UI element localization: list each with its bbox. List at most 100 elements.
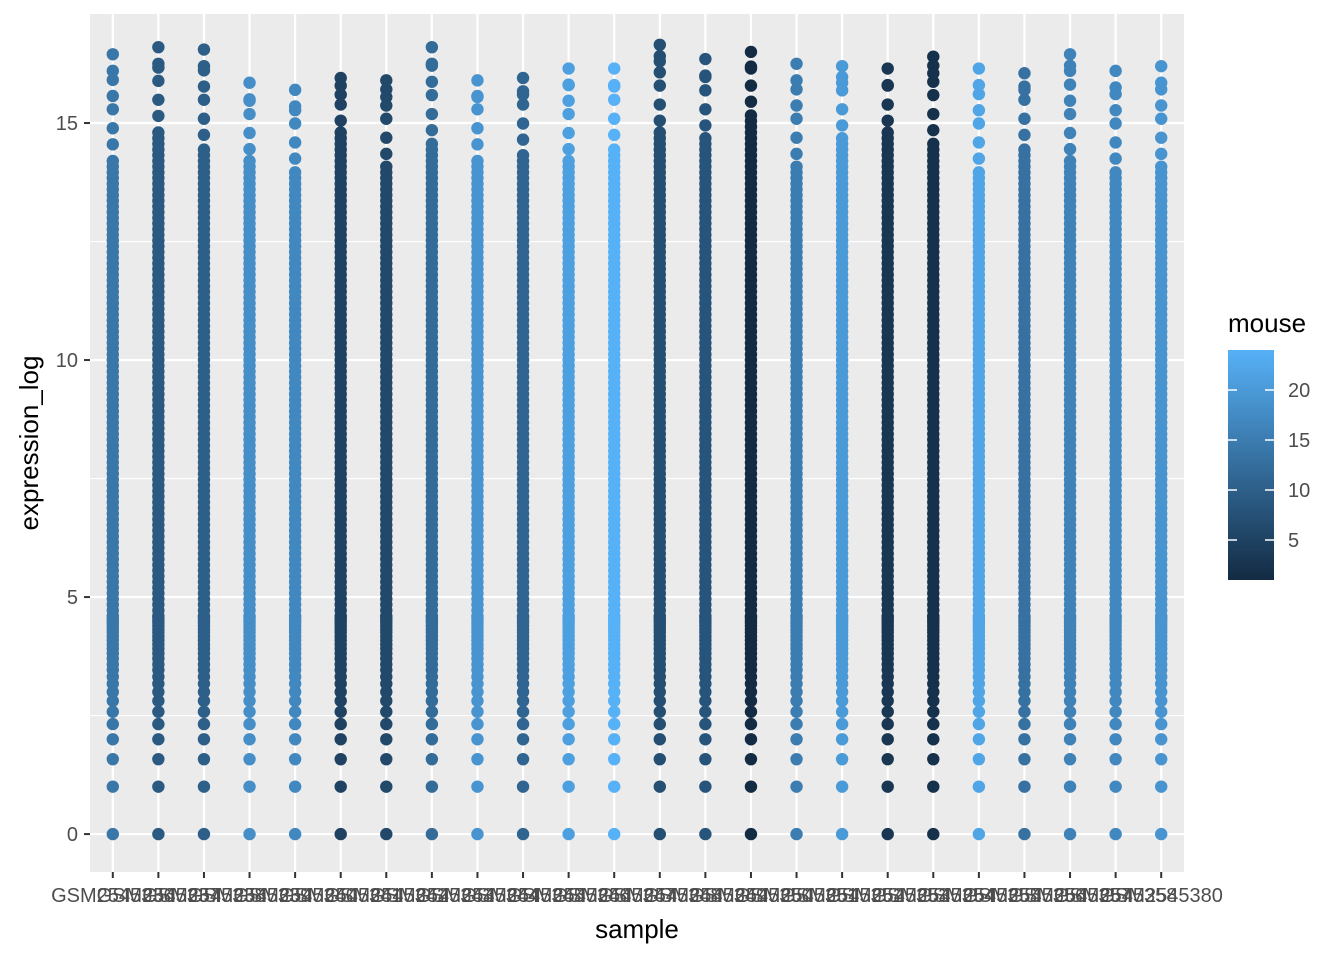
data-point bbox=[881, 694, 894, 708]
data-point bbox=[1063, 780, 1077, 793]
x-axis-title: sample bbox=[595, 914, 679, 944]
data-point bbox=[1063, 78, 1077, 91]
legend-tick-label: 20 bbox=[1288, 380, 1310, 402]
data-point bbox=[1063, 94, 1077, 107]
data-point bbox=[790, 160, 803, 173]
data-point bbox=[744, 717, 758, 731]
sample-points bbox=[1018, 67, 1031, 841]
data-point bbox=[608, 112, 621, 125]
data-point bbox=[835, 76, 849, 89]
data-point bbox=[516, 71, 530, 85]
x-tick-label: GSM2545344 bbox=[416, 885, 539, 907]
data-point bbox=[380, 99, 393, 112]
data-point bbox=[562, 694, 575, 708]
sample-points bbox=[1109, 64, 1122, 841]
data-point bbox=[1155, 705, 1168, 718]
data-point bbox=[380, 694, 393, 708]
data-point bbox=[881, 733, 894, 746]
data-point bbox=[835, 717, 849, 731]
data-point bbox=[653, 38, 666, 52]
data-point bbox=[1155, 147, 1168, 161]
data-point bbox=[790, 733, 803, 746]
data-point bbox=[790, 74, 803, 87]
data-point bbox=[380, 705, 393, 718]
data-point bbox=[334, 71, 347, 85]
data-point bbox=[197, 59, 211, 73]
data-point bbox=[699, 827, 712, 841]
data-points bbox=[106, 38, 1168, 841]
data-point bbox=[471, 705, 484, 718]
data-point bbox=[608, 827, 621, 841]
data-point bbox=[1018, 93, 1031, 107]
data-point bbox=[152, 109, 165, 123]
data-point bbox=[516, 752, 530, 766]
data-point bbox=[516, 827, 530, 841]
data-point bbox=[835, 131, 849, 145]
data-point bbox=[835, 827, 849, 841]
data-point bbox=[106, 138, 119, 151]
data-point bbox=[106, 48, 119, 61]
data-point bbox=[152, 40, 165, 54]
sample-points bbox=[653, 38, 666, 841]
data-point bbox=[562, 752, 575, 766]
data-point bbox=[790, 705, 803, 718]
data-point bbox=[1063, 142, 1077, 156]
data-point bbox=[881, 827, 894, 841]
data-point bbox=[197, 694, 211, 708]
data-point bbox=[608, 78, 621, 92]
data-point bbox=[425, 827, 439, 841]
data-point bbox=[927, 717, 940, 731]
data-point bbox=[562, 705, 575, 718]
data-point bbox=[699, 733, 712, 746]
data-point bbox=[425, 733, 439, 746]
data-point bbox=[744, 694, 758, 708]
data-point bbox=[516, 133, 530, 146]
data-point bbox=[562, 142, 575, 156]
data-point bbox=[835, 733, 849, 746]
x-tick-label: GSM2545337 bbox=[97, 885, 220, 907]
data-point bbox=[744, 733, 758, 746]
sample-points bbox=[881, 62, 894, 841]
data-point bbox=[471, 752, 484, 766]
sample-points bbox=[288, 83, 302, 841]
data-point bbox=[699, 780, 712, 793]
data-point bbox=[1109, 136, 1122, 149]
data-point bbox=[106, 122, 119, 135]
data-point bbox=[288, 100, 302, 113]
data-point bbox=[972, 717, 986, 731]
data-point bbox=[653, 733, 666, 746]
x-tick-label: GSM2545349 bbox=[644, 885, 767, 907]
sample-points bbox=[608, 62, 621, 841]
data-point bbox=[334, 780, 347, 793]
x-tick-label: GSM2545346 bbox=[507, 885, 630, 907]
data-point bbox=[516, 149, 530, 162]
data-point bbox=[516, 117, 530, 130]
data-point bbox=[744, 780, 758, 793]
data-point bbox=[197, 827, 211, 841]
data-point bbox=[197, 128, 211, 142]
data-point bbox=[425, 780, 439, 793]
data-point bbox=[972, 117, 986, 130]
data-point bbox=[744, 752, 758, 766]
y-tick-label: 0 bbox=[67, 824, 78, 846]
data-point bbox=[471, 122, 484, 135]
data-point bbox=[1018, 128, 1031, 142]
data-point bbox=[380, 752, 393, 766]
data-point bbox=[380, 131, 393, 144]
data-point bbox=[1109, 733, 1122, 746]
data-point bbox=[152, 694, 165, 708]
data-point bbox=[608, 62, 621, 75]
data-point bbox=[516, 694, 530, 708]
data-point bbox=[835, 705, 849, 718]
data-point bbox=[106, 89, 119, 103]
data-point bbox=[471, 780, 484, 793]
data-point bbox=[425, 137, 439, 151]
data-point bbox=[972, 136, 986, 149]
data-point bbox=[881, 705, 894, 718]
data-point bbox=[288, 166, 302, 179]
data-point bbox=[471, 154, 484, 168]
data-point bbox=[152, 827, 165, 841]
data-point bbox=[197, 717, 211, 731]
data-point bbox=[562, 780, 575, 793]
data-point bbox=[1063, 154, 1077, 168]
